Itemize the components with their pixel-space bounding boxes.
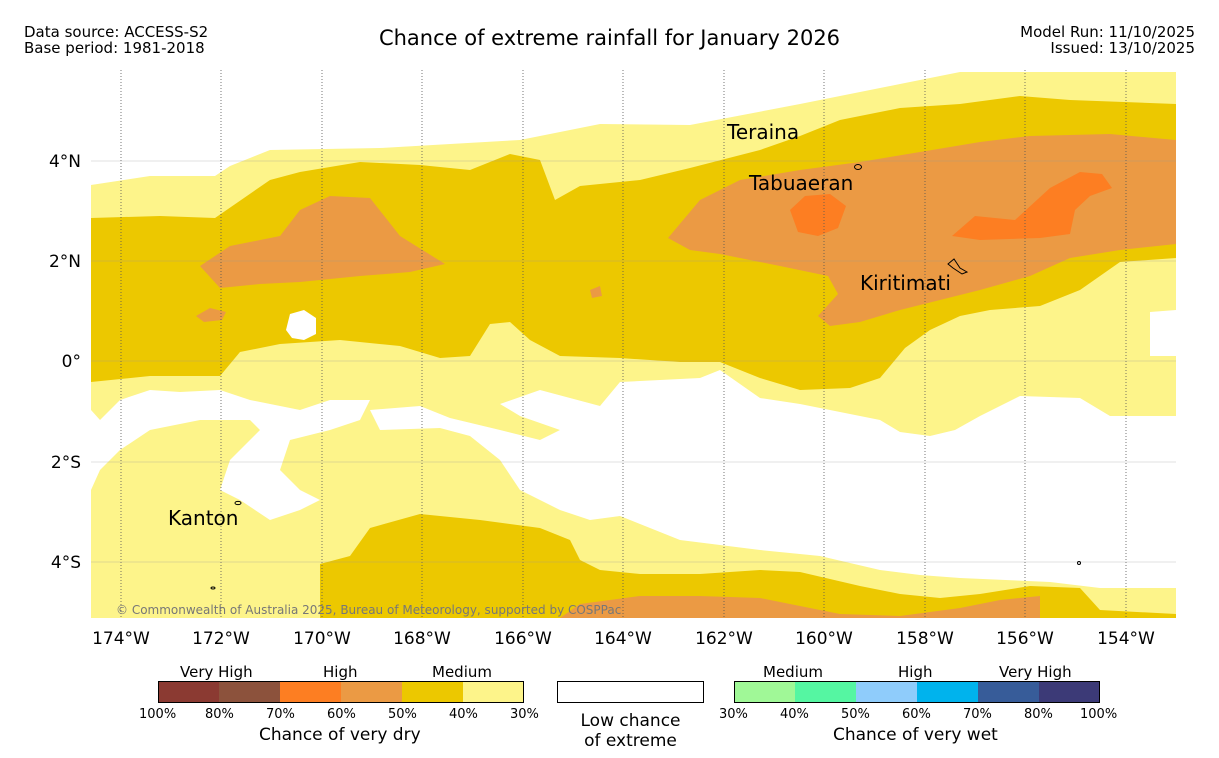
legend-swatch-wet-50-60: [856, 681, 917, 703]
lon-tick-label: 174°W: [92, 629, 150, 649]
legend-swatch-dry-80-70: [219, 681, 280, 703]
legend-wet-tick: 40%: [780, 707, 809, 722]
place-tabuaeran: Tabuaeran: [748, 171, 853, 195]
lon-tick-label: 162°W: [695, 629, 753, 649]
place-teraina: Teraina: [726, 120, 799, 144]
band-50-60-patch: [196, 308, 226, 322]
probability-field: [91, 72, 1176, 618]
lon-tick-label: 154°W: [1097, 629, 1155, 649]
legend-wet-cat: Very High: [999, 663, 1072, 681]
legend-swatch-wet-30-40: [734, 681, 795, 703]
legend-dry-outline: [158, 681, 524, 703]
place-kiritimati: Kiritimati: [860, 271, 951, 295]
legend-dry-tick: 30%: [510, 707, 539, 722]
legend-wet-tick: 100%: [1080, 707, 1118, 722]
copyright-notice: © Commonwealth of Australia 2025, Bureau…: [116, 603, 621, 617]
lon-tick-label: 168°W: [393, 629, 451, 649]
white-patch: [286, 310, 316, 340]
lon-tick-label: 160°W: [795, 629, 853, 649]
legend-swatch-wet-70-80: [978, 681, 1039, 703]
lon-tick-label: 156°W: [996, 629, 1054, 649]
legend-swatch-wet-40-50: [795, 681, 856, 703]
lat-tick-label: 4°N: [49, 152, 81, 172]
legend-dry-tick: 50%: [388, 707, 417, 722]
legend-swatch-dry-40-30: [463, 681, 524, 703]
band-50-60-east: [668, 134, 1176, 326]
band-50-60-south: [560, 596, 1040, 618]
legend-dry-tick: 80%: [205, 707, 234, 722]
lon-axis: 174°W 172°W 170°W 168°W 166°W 164°W 162°…: [92, 629, 1155, 649]
tabuaeran-island: [854, 164, 862, 170]
legend-swatch-dry-70-60: [280, 681, 341, 703]
island-small-1: [210, 586, 216, 590]
kanton-island: [234, 500, 242, 506]
kiritimati-island: [947, 258, 969, 275]
gridlines: [120, 70, 1127, 618]
legend-wet-tick: 60%: [902, 707, 931, 722]
legend-dry-tick: 100%: [139, 707, 177, 722]
issued-date: Issued: 13/10/2025: [1050, 39, 1195, 57]
legend-dry-tick: 70%: [266, 707, 295, 722]
legend-low-line2: of extreme: [584, 731, 677, 751]
data-source: Data source: ACCESS-S2: [24, 23, 209, 41]
island-outlines: [210, 164, 1081, 590]
legend-wet-tick: 50%: [841, 707, 870, 722]
legend-low-line1: Low chance: [580, 711, 681, 731]
band-60-70: [790, 194, 846, 236]
place-kanton: Kanton: [168, 506, 238, 530]
rainfall-map: Teraina Tabuaeran Kiritimati Kanton © Co…: [49, 70, 1176, 649]
header-right: Model Run: 11/10/2025 Issued: 13/10/2025: [1020, 24, 1195, 56]
page-title: Chance of extreme rainfall for January 2…: [378, 26, 841, 50]
lon-tick-label: 170°W: [293, 629, 351, 649]
legend-swatch-wet-80-100: [1039, 681, 1100, 703]
lon-tick-label: 172°W: [192, 629, 250, 649]
band-40-50-south: [320, 514, 1176, 618]
legend-swatch-wet-60-70: [917, 681, 978, 703]
lat-tick-label: 2°N: [49, 252, 81, 272]
legend-wet-title: Chance of very wet: [833, 725, 998, 745]
legend-swatch-dry-60-50: [341, 681, 402, 703]
legend-swatch-dry-100-80: [158, 681, 219, 703]
lon-tick-label: 158°W: [896, 629, 954, 649]
lat-tick-label: 0°: [62, 352, 81, 372]
legend-wet-outline: [734, 681, 1100, 703]
island-small-2: [1077, 561, 1081, 565]
legend-wet-tick: 80%: [1024, 707, 1053, 722]
legend-dry-cat: High: [323, 663, 358, 681]
legend-dry-cat: Very High: [180, 663, 253, 681]
legend-swatch-dry-50-40: [402, 681, 463, 703]
model-run: Model Run: 11/10/2025: [1020, 23, 1195, 41]
base-period: Base period: 1981-2018: [24, 39, 205, 57]
lat-tick-label: 4°S: [51, 553, 81, 573]
legend-dry-tick: 60%: [327, 707, 356, 722]
legend-dry-cat: Medium: [432, 663, 492, 681]
band-50-60-patch2: [590, 286, 602, 298]
legend-dry-title: Chance of very dry: [259, 725, 421, 745]
band-60-70-east: [952, 172, 1112, 240]
lat-tick-label: 2°S: [51, 453, 81, 473]
legend-dry-tick: 40%: [449, 707, 478, 722]
legend-swatch-low: [557, 681, 704, 703]
header-left: Data source: ACCESS-S2 Base period: 1981…: [24, 24, 208, 56]
band-50-60: [200, 196, 445, 288]
legend-wet-tick: 30%: [719, 707, 748, 722]
lat-axis: 4°N 2°N 0° 2°S 4°S: [49, 152, 81, 573]
lon-tick-label: 164°W: [594, 629, 652, 649]
legend-wet-cat: High: [898, 663, 933, 681]
legend-wet-cat: Medium: [763, 663, 823, 681]
lat-gridlines: [91, 160, 1176, 563]
legend-wet-tick: 70%: [963, 707, 992, 722]
lon-tick-label: 166°W: [494, 629, 552, 649]
